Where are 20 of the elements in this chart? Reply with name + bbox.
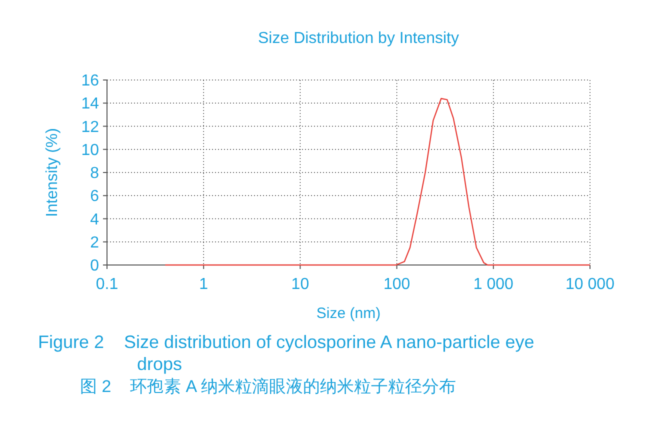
- chart-title: Size Distribution by Intensity: [258, 30, 459, 47]
- caption: Figure 2 Size distribution of cyclosporine A nano-particle eye drops: [38, 332, 534, 374]
- x-tick-label: 0.1: [96, 276, 118, 293]
- x-tick-label: 1: [199, 276, 208, 293]
- y-axis-title: Intensity (%): [44, 128, 61, 217]
- y-tick-label: 4: [90, 211, 100, 228]
- x-tick-label: 10 000: [566, 276, 615, 293]
- y-tick-label: 16: [81, 72, 100, 90]
- y-tick-label: 6: [90, 188, 100, 206]
- y-tick-label: 14: [81, 96, 100, 113]
- x-tick-label: 1 000: [473, 276, 514, 293]
- y-tick-label: 2: [90, 234, 100, 252]
- y-tick-label: 12: [81, 118, 100, 136]
- x-tick-label: 10: [291, 276, 310, 293]
- x-axis-title: Size (nm): [316, 305, 381, 322]
- y-tick-label: 0: [90, 258, 100, 275]
- y-tick-label: 8: [90, 165, 100, 182]
- x-tick-label: 100: [383, 276, 410, 293]
- y-tick-label: 10: [81, 142, 100, 159]
- caption: 图 2 环孢素 A 纳米粒滴眼液的纳米粒子粒径分布: [80, 377, 456, 396]
